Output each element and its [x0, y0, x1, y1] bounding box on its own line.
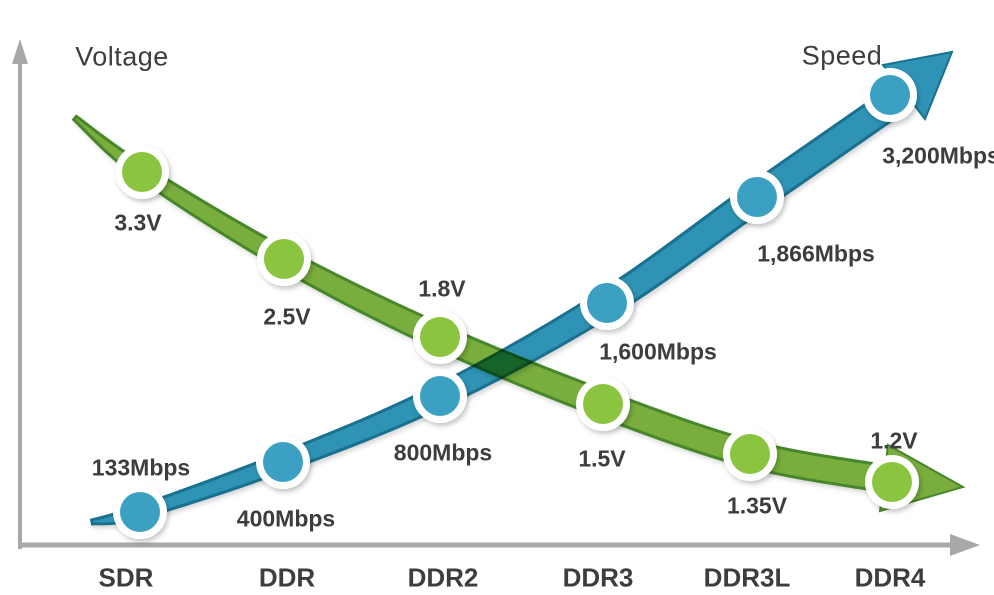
speed-series-label: Speed: [801, 40, 883, 71]
point-dot: [730, 434, 770, 474]
point-dot: [870, 75, 910, 115]
data-point-voltage-DDR4: [865, 455, 919, 509]
data-point-voltage-DDR2: [413, 310, 467, 364]
point-dot: [420, 376, 460, 416]
value-label-voltage-DDR2: 1.8V: [418, 275, 466, 302]
value-label-voltage-SDR: 3.3V: [114, 209, 162, 236]
data-point-voltage-DDR: [257, 232, 311, 286]
point-dot: [872, 462, 912, 502]
data-point-voltage-DDR3L: [723, 427, 777, 481]
data-points-layer: [113, 68, 919, 539]
y-axis: [12, 39, 28, 549]
point-dot: [587, 283, 627, 323]
data-point-speed-DDR3L: [730, 170, 784, 224]
value-label-speed-DDR: 400Mbps: [236, 505, 336, 532]
voltage-series-label: Voltage: [75, 41, 169, 72]
data-point-speed-DDR: [256, 435, 310, 489]
value-label-voltage-DDR3L: 1.35V: [726, 492, 788, 519]
value-label-speed-DDR4: 3,200Mbps: [882, 142, 994, 169]
point-dot: [420, 317, 460, 357]
x-axis-label-DDR3L: DDR3L: [703, 562, 791, 593]
value-label-speed-DDR3L: 1,866Mbps: [757, 240, 875, 267]
x-axis-label-SDR: SDR: [98, 562, 154, 593]
point-dot: [263, 442, 303, 482]
data-point-speed-DDR2: [413, 369, 467, 423]
value-label-speed-SDR: 133Mbps: [91, 454, 191, 481]
value-label-voltage-DDR3: 1.5V: [578, 445, 626, 472]
x-axis-label-DDR2: DDR2: [407, 562, 479, 593]
x-axis-label-DDR3: DDR3: [562, 562, 634, 593]
data-point-voltage-SDR: [115, 145, 169, 199]
data-point-speed-DDR3: [580, 276, 634, 330]
data-point-speed-DDR4: [863, 68, 917, 122]
point-dot: [122, 152, 162, 192]
point-dot: [737, 177, 777, 217]
x-axis-label-DDR: DDR: [258, 562, 316, 593]
data-point-speed-SDR: [113, 485, 167, 539]
data-point-voltage-DDR3: [576, 377, 630, 431]
value-label-speed-DDR3: 1,600Mbps: [599, 338, 717, 365]
y-axis-arrow-up-icon: [12, 39, 28, 64]
x-axis-arrow-right-icon: [950, 534, 980, 556]
point-dot: [264, 239, 304, 279]
x-axis-label-DDR4: DDR4: [854, 562, 926, 593]
point-dot: [120, 492, 160, 532]
value-label-voltage-DDR4: 1.2V: [870, 427, 918, 454]
point-dot: [583, 384, 623, 424]
value-label-voltage-DDR: 2.5V: [263, 303, 311, 330]
value-label-speed-DDR2: 800Mbps: [393, 439, 493, 466]
x-axis: [18, 534, 980, 556]
